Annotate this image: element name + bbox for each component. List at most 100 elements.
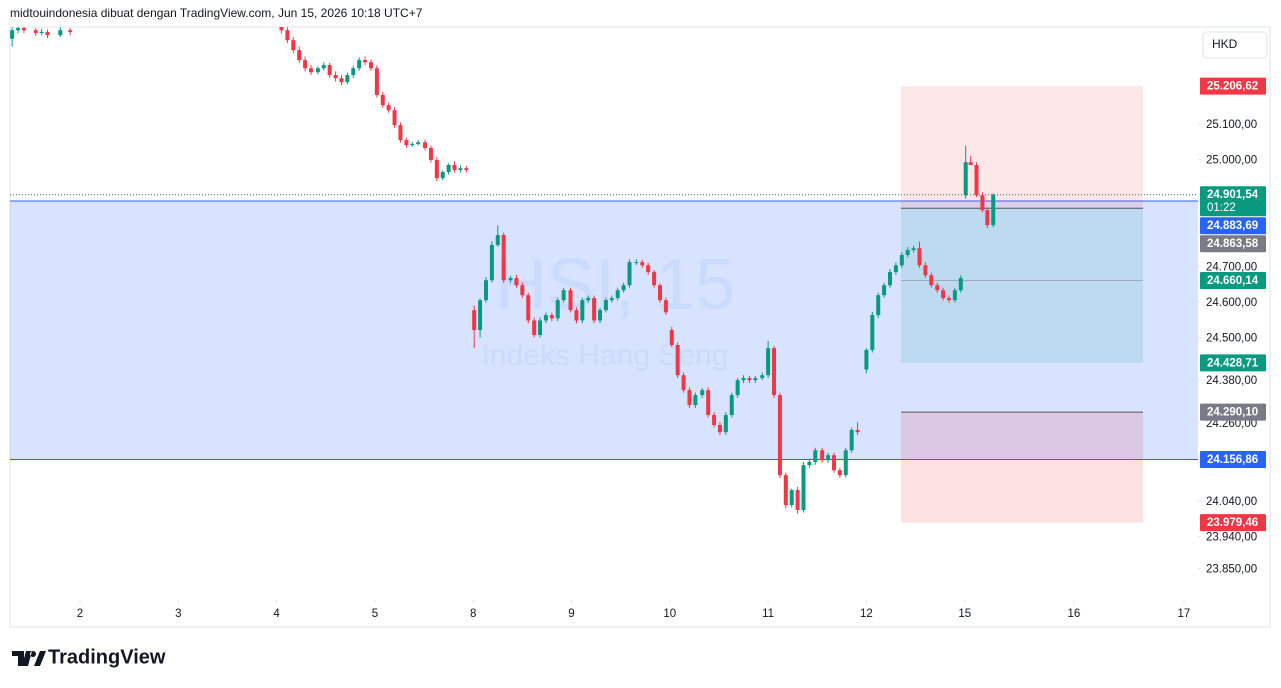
candle-body — [538, 320, 543, 336]
candle-body — [946, 298, 951, 301]
candle-body — [45, 31, 50, 36]
candle-body — [826, 455, 831, 461]
stop-zone — [901, 86, 1143, 209]
currency-box[interactable] — [1202, 31, 1268, 59]
candle-body — [68, 30, 73, 32]
candle-body — [753, 378, 758, 381]
candle-body — [652, 272, 657, 286]
candle-body — [398, 125, 403, 141]
x-tick-label: 15 — [958, 608, 971, 620]
candle-body — [923, 265, 928, 276]
candle-body — [681, 375, 686, 391]
candle-body — [543, 315, 548, 321]
price-label: 24.863,58 — [1207, 238, 1259, 250]
candle-body — [478, 300, 483, 331]
candle-body — [386, 105, 391, 111]
candle-body — [520, 285, 525, 296]
price-label: 24.156,86 — [1207, 454, 1258, 466]
price-label: 24.901,54 — [1207, 189, 1259, 201]
candle-body — [363, 60, 368, 63]
candle-body — [687, 390, 692, 406]
x-tick-label: 16 — [1067, 608, 1080, 620]
candle-body — [39, 31, 44, 34]
candle-body — [717, 425, 722, 433]
candle-body — [657, 285, 662, 301]
candle-body — [339, 78, 344, 83]
candle-body — [837, 470, 842, 476]
price-label: 24.883,69 — [1207, 220, 1258, 232]
candle-body — [627, 262, 632, 286]
candle-body — [646, 265, 651, 273]
candle-body — [333, 75, 338, 79]
price-label: 25.206,62 — [1207, 81, 1258, 93]
candle-body — [495, 235, 500, 246]
candle-body — [963, 162, 968, 196]
x-tick-label: 2 — [77, 608, 83, 620]
candle-body — [783, 475, 788, 506]
candle-body — [568, 290, 573, 311]
candle-body — [458, 168, 463, 170]
candle-body — [772, 348, 777, 396]
candle-body — [410, 144, 415, 146]
candle-body — [621, 285, 626, 291]
y-tick-label: 25.000,00 — [1206, 155, 1257, 167]
candle-body — [501, 235, 506, 281]
candle-body — [985, 210, 990, 226]
candle-body — [795, 490, 800, 511]
watermark-subtitle: Indeks Hang Seng — [482, 339, 729, 372]
candle-body — [603, 300, 608, 311]
candle-body — [849, 429, 854, 451]
candle-body — [893, 265, 898, 273]
candle-body — [876, 295, 881, 316]
candle-body — [807, 461, 812, 466]
y-tick-label: 24.040,00 — [1206, 496, 1257, 508]
candle-body — [741, 378, 746, 381]
candle-body — [669, 330, 674, 345]
candle-body — [303, 60, 308, 69]
price-label-box — [1200, 451, 1266, 469]
candle-body — [974, 165, 979, 196]
candle-body — [640, 262, 645, 266]
candle-body — [609, 298, 614, 301]
candle-body — [864, 349, 869, 370]
candle-body — [440, 172, 445, 179]
candle-body — [464, 168, 469, 170]
candle-body — [586, 298, 591, 301]
candle-body — [472, 310, 477, 331]
candle-body — [905, 250, 910, 255]
candle-body — [991, 194, 996, 226]
price-label-box — [1200, 77, 1266, 95]
candle-body — [760, 375, 765, 379]
y-tick-label: 23.850,00 — [1206, 564, 1257, 576]
target-zone — [901, 208, 1143, 363]
brand-logo — [12, 651, 46, 666]
candle-body — [532, 320, 537, 336]
price-label-box — [1200, 217, 1266, 235]
candle-body — [321, 65, 326, 69]
candle-body — [446, 165, 451, 173]
candle-body — [380, 94, 385, 106]
currency: HKD — [1212, 37, 1238, 51]
x-tick-label: 11 — [762, 608, 774, 620]
y-tick-label: 24.380,00 — [1206, 375, 1257, 387]
price-label-box — [1200, 235, 1266, 253]
candle-body — [843, 450, 848, 476]
candle-body — [549, 315, 554, 319]
price-label: 24.660,14 — [1207, 275, 1259, 287]
candle-body — [16, 28, 21, 31]
x-tick-label: 9 — [568, 608, 574, 620]
price-label: 24.428,71 — [1207, 357, 1259, 369]
candle-body — [580, 300, 585, 321]
candle-body — [10, 30, 15, 39]
candle-body — [855, 429, 860, 433]
x-tick-label: 3 — [175, 608, 181, 620]
y-tick-label: 24.600,00 — [1206, 297, 1257, 309]
candle-body — [404, 140, 409, 146]
candle-body — [452, 165, 457, 170]
candle-body — [899, 254, 904, 266]
chart-panel — [9, 26, 1271, 628]
x-tick-label: 4 — [273, 608, 280, 620]
candle-body — [279, 27, 284, 31]
candle-body — [555, 300, 560, 319]
